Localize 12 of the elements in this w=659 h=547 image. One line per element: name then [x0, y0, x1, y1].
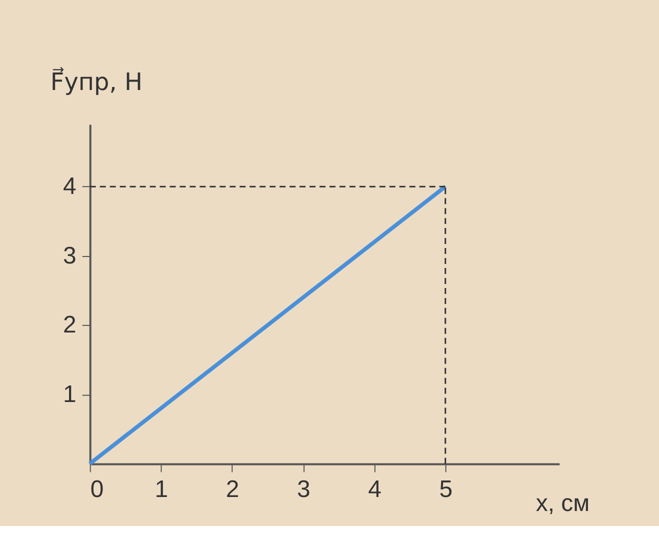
y-axis-title: F⃗упр, Н	[50, 66, 142, 96]
x-tick-label: 3	[297, 476, 310, 504]
x-tick-label: 5	[439, 476, 453, 504]
x-tick-label: 2	[226, 476, 240, 504]
x-tick-label: 4	[368, 476, 382, 504]
x-axis-title: x, см	[536, 490, 590, 518]
x-tick-label: 1	[154, 476, 168, 504]
y-tick-label: 3	[63, 242, 76, 270]
x-tick-label: 0	[90, 476, 104, 504]
y-tick-label: 2	[63, 312, 76, 339]
y-tick-label: 4	[63, 173, 76, 200]
y-tick-label: 1	[63, 380, 76, 408]
